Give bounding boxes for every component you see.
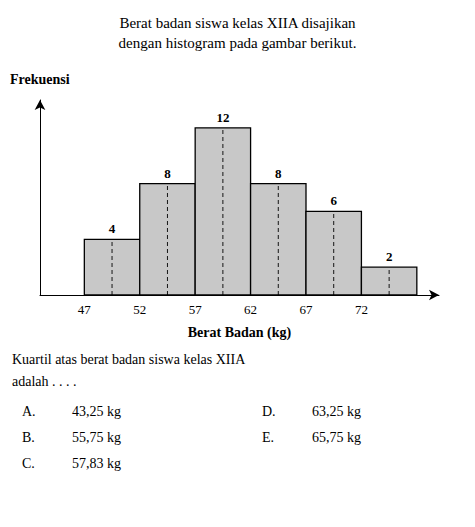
svg-text:6: 6: [330, 193, 337, 208]
svg-text:adalah . . . .: adalah . . . .: [12, 374, 77, 389]
svg-text:62: 62: [244, 302, 257, 317]
svg-text:E.: E.: [262, 430, 274, 445]
svg-text:4: 4: [109, 221, 116, 236]
svg-text:C.: C.: [22, 456, 35, 471]
svg-text:A.: A.: [22, 404, 36, 419]
svg-text:2: 2: [386, 249, 393, 264]
svg-text:Kuartil atas berat badan siswa: Kuartil atas berat badan siswa kelas XII…: [12, 352, 246, 367]
svg-text:65,75 kg: 65,75 kg: [312, 430, 361, 445]
svg-text:D.: D.: [262, 404, 276, 419]
svg-text:12: 12: [216, 110, 229, 125]
svg-text:57,83 kg: 57,83 kg: [72, 456, 121, 471]
svg-text:Berat badan siswa kelas XIIA d: Berat badan siswa kelas XIIA disajikan: [119, 15, 356, 31]
svg-text:8: 8: [164, 166, 171, 181]
svg-text:52: 52: [133, 302, 146, 317]
svg-text:dengan histogram pada gambar b: dengan histogram pada gambar berikut.: [119, 35, 357, 51]
svg-text:57: 57: [189, 302, 203, 317]
svg-text:Frekuensi: Frekuensi: [10, 72, 70, 87]
svg-text:8: 8: [275, 166, 282, 181]
svg-text:67: 67: [300, 302, 314, 317]
svg-text:47: 47: [78, 302, 92, 317]
svg-text:Berat Badan (kg): Berat Badan (kg): [188, 325, 292, 341]
svg-text:55,75 kg: 55,75 kg: [72, 430, 121, 445]
svg-text:43,25 kg: 43,25 kg: [72, 404, 121, 419]
svg-text:63,25 kg: 63,25 kg: [312, 404, 361, 419]
svg-text:72: 72: [355, 302, 368, 317]
svg-text:B.: B.: [22, 430, 35, 445]
